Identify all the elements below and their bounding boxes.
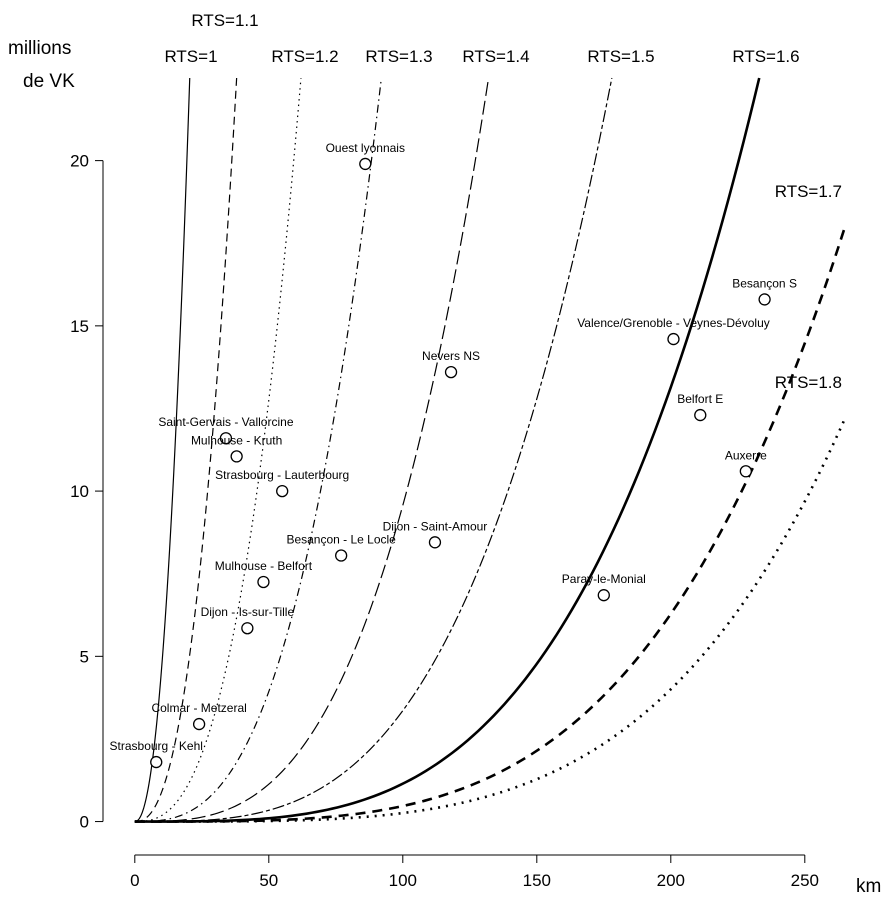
rts-curve-label: RTS=1.7 bbox=[775, 182, 842, 201]
x-tick-label: 250 bbox=[791, 871, 819, 890]
x-tick-label: 50 bbox=[259, 871, 278, 890]
data-point bbox=[597, 589, 610, 602]
x-tick-label: 200 bbox=[657, 871, 685, 890]
data-point-label: Colmar - Metzeral bbox=[151, 701, 246, 715]
data-point-label: Besançon S bbox=[732, 276, 797, 290]
rts-curve-label: RTS=1 bbox=[164, 47, 217, 66]
rts-curve-label: RTS=1.5 bbox=[587, 47, 654, 66]
rts-curve-label: RTS=1.4 bbox=[462, 47, 529, 66]
data-point-label: Paray-le-Monial bbox=[562, 572, 646, 586]
rts-curve-label: RTS=1.2 bbox=[271, 47, 338, 66]
x-axis-title: km bbox=[856, 876, 881, 897]
data-point-label: Strasbourg - Lauterbourg bbox=[215, 468, 349, 482]
rts-curve-label: RTS=1.8 bbox=[775, 373, 842, 392]
x-tick-label: 0 bbox=[130, 871, 139, 890]
x-ticks: 0 50 100 150 200 250 bbox=[130, 855, 819, 890]
data-point-labels: Ouest lyonnais Besançon S Valence/Grenoble… bbox=[110, 141, 797, 753]
data-point-label: Valence/Grenoble - Veynes-Dévoluy bbox=[577, 316, 770, 330]
data-point-label: Saint-Gervais - Vallorcine bbox=[158, 415, 293, 429]
data-point bbox=[241, 622, 254, 635]
data-point-label: Mulhouse - Belfort bbox=[215, 559, 313, 573]
rts-curve-label: RTS=1.3 bbox=[365, 47, 432, 66]
data-point-label: Mulhouse - Kruth bbox=[191, 433, 282, 447]
data-point-label: Dijon - Saint-Amour bbox=[383, 519, 488, 533]
y-axis-title-line-1: millions bbox=[8, 38, 71, 59]
y-tick-label: 10 bbox=[70, 482, 89, 501]
x-tick-label: 100 bbox=[389, 871, 417, 890]
data-point-label: Belfort E bbox=[677, 392, 723, 406]
y-tick-label: 20 bbox=[70, 152, 89, 171]
data-point bbox=[230, 450, 243, 463]
rts-curve-label: RTS=1.6 bbox=[732, 47, 799, 66]
data-point bbox=[192, 717, 206, 731]
data-point bbox=[428, 536, 442, 549]
data-point bbox=[335, 549, 348, 562]
data-point bbox=[257, 575, 270, 589]
data-point bbox=[276, 484, 289, 498]
data-point-label: Strasbourg - Kehl bbox=[110, 739, 203, 753]
data-point-label: Auxerre bbox=[725, 448, 767, 462]
rts-curve bbox=[134, 77, 490, 823]
data-point-label: Dijon - Is-sur-Tille bbox=[201, 605, 295, 619]
rts-curve bbox=[134, 77, 191, 823]
rts-curve bbox=[134, 226, 847, 823]
rts-curve bbox=[134, 77, 238, 823]
data-point bbox=[739, 465, 752, 478]
rts-curve-label: RTS=1.1 bbox=[191, 11, 258, 30]
data-point bbox=[219, 432, 233, 445]
y-tick-label: 5 bbox=[80, 647, 89, 666]
data-point bbox=[150, 755, 163, 769]
data-point bbox=[359, 157, 372, 171]
rts-curve bbox=[134, 77, 382, 823]
y-axis-title-line-2: de VK bbox=[23, 71, 75, 92]
data-points bbox=[150, 157, 771, 769]
rts-curve-labels: RTS=1 RTS=1.1 RTS=1.2 RTS=1.3 RTS=1.4 RTS=1.5… bbox=[164, 11, 842, 392]
data-point bbox=[444, 365, 458, 379]
data-point-label: Ouest lyonnais bbox=[326, 141, 405, 155]
data-point bbox=[758, 293, 771, 306]
y-tick-label: 0 bbox=[80, 813, 89, 832]
data-point-label: Nevers NS bbox=[422, 349, 480, 363]
y-ticks: 0 5 10 15 20 bbox=[70, 152, 103, 832]
data-point-label: Besançon - Le Locle bbox=[286, 533, 396, 547]
rts-curve bbox=[134, 77, 302, 823]
axes: 0 50 100 150 200 250 0 5 10 15 20 km millions de … bbox=[8, 38, 881, 897]
x-tick-label: 150 bbox=[523, 871, 551, 890]
data-point bbox=[667, 332, 680, 346]
data-point bbox=[694, 408, 707, 422]
rts-curve bbox=[134, 77, 613, 823]
y-tick-label: 15 bbox=[70, 317, 89, 336]
rts-curves bbox=[134, 77, 847, 823]
